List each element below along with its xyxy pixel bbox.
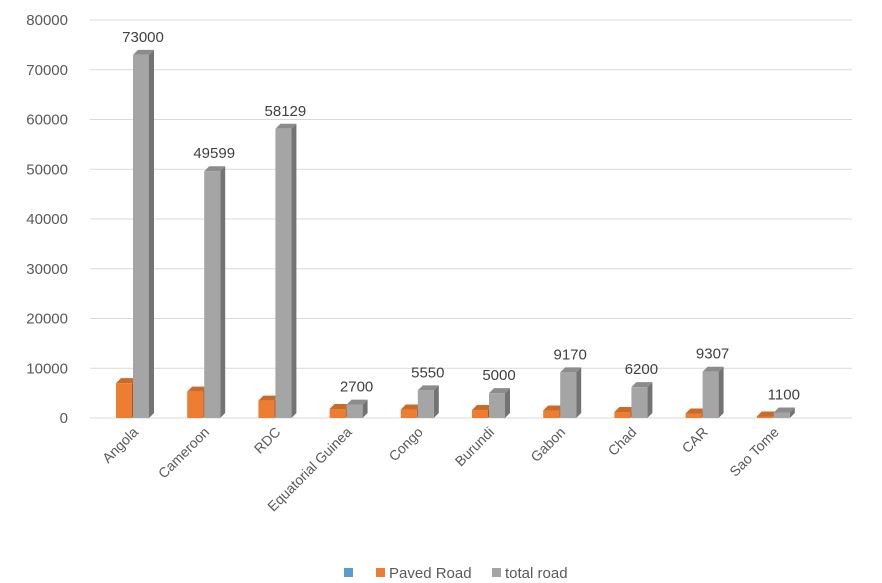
y-axis-ticks: 0 10000 20000 30000 40000 50000 60000 70000 8000… [26, 12, 68, 427]
data-label: 73000 [122, 29, 164, 46]
x-tick-label: Angola [99, 424, 141, 466]
data-label: 9170 [554, 346, 587, 363]
y-tick-label: 0 [60, 410, 68, 427]
data-label: 9307 [696, 346, 729, 363]
bar-total-road [133, 49, 154, 418]
legend-swatch-series-1 [344, 568, 353, 577]
bar-total-road [560, 367, 582, 418]
y-tick-label: 70000 [26, 62, 68, 79]
x-tick-label: Burundi [452, 424, 497, 469]
legend: Paved Road total road [344, 565, 568, 582]
y-tick-label: 80000 [26, 12, 68, 29]
x-tick-label: Congo [385, 424, 426, 465]
y-tick-label: 20000 [26, 311, 68, 328]
bar-total-road [346, 399, 368, 418]
bar-total-road [702, 366, 724, 418]
x-tick-label: Sao Tome [726, 424, 782, 480]
y-tick-label: 30000 [26, 261, 68, 278]
data-label: 5000 [482, 367, 515, 384]
data-label: 2700 [340, 379, 373, 396]
bar-total-road [275, 123, 297, 418]
bars [116, 49, 795, 418]
y-tick-label: 10000 [26, 360, 68, 377]
legend-label-total-road: total road [505, 565, 568, 582]
data-label: 58129 [265, 103, 307, 120]
data-label: 1100 [768, 387, 800, 404]
data-labels: 73000 49599 58129 2700 5550 5000 9170 6200 9307 1… [122, 29, 800, 404]
bar-total-road [204, 166, 226, 418]
bar-total-road [489, 388, 510, 418]
y-tick-label: 60000 [26, 112, 68, 129]
legend-swatch-paved-road [376, 568, 385, 577]
x-tick-label: CAR [679, 424, 711, 456]
y-tick-label: 50000 [26, 161, 68, 178]
bar-total-road [631, 382, 653, 418]
data-label: 6200 [625, 361, 658, 378]
x-tick-label: Chad [605, 424, 640, 459]
legend-swatch-total-road [492, 568, 501, 577]
bar-total-road [773, 407, 795, 418]
x-tick-label: RDC [251, 424, 284, 457]
bar-total-road [417, 385, 439, 418]
x-tick-label: Cameroon [155, 424, 213, 482]
data-label: 49599 [193, 145, 235, 162]
x-tick-label: Gabon [527, 424, 568, 465]
y-tick-label: 40000 [26, 211, 68, 228]
legend-label-paved-road: Paved Road [389, 565, 472, 582]
data-label: 5550 [411, 364, 444, 381]
